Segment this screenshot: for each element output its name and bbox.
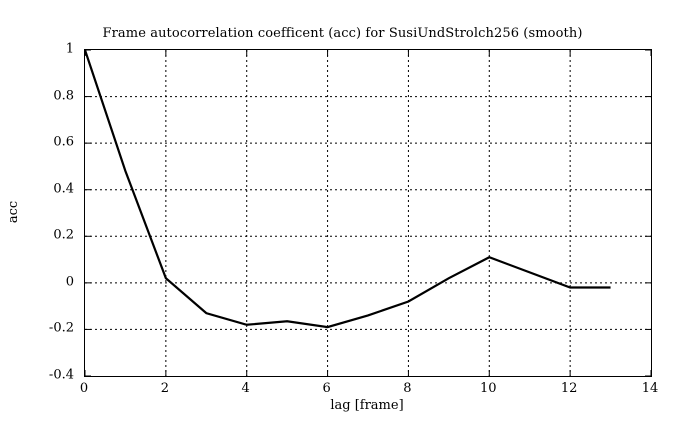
y-axis-label: acc bbox=[6, 200, 21, 224]
vertical-gridlines bbox=[165, 50, 571, 376]
horizontal-gridlines bbox=[85, 96, 651, 330]
y-tick-label: 1 bbox=[65, 41, 74, 57]
x-tick-label: 10 bbox=[480, 381, 497, 396]
x-tick-label: 6 bbox=[322, 381, 331, 396]
plot-area bbox=[84, 49, 652, 377]
x-axis-label: lag [frame] bbox=[330, 398, 404, 413]
y-tick-label: 0.8 bbox=[53, 88, 74, 104]
plot-canvas bbox=[85, 50, 651, 376]
y-tick-label: -0.4 bbox=[48, 367, 74, 383]
x-tick-label: 8 bbox=[403, 381, 412, 396]
x-tick-label: 4 bbox=[241, 381, 250, 396]
y-tick-label: -0.2 bbox=[48, 320, 74, 336]
x-tick-label: 2 bbox=[160, 381, 170, 396]
x-tick-label: 12 bbox=[560, 381, 578, 396]
chart-title: Frame autocorrelation coefficent (acc) f… bbox=[102, 26, 583, 41]
y-tick-label: 0 bbox=[65, 274, 74, 290]
y-tick-label: 0.2 bbox=[53, 227, 74, 243]
x-tick-label: 14 bbox=[641, 381, 659, 396]
acc-data-line bbox=[85, 50, 611, 329]
x-tick-label: 0 bbox=[79, 381, 89, 396]
axis-ticks bbox=[85, 50, 651, 376]
y-tick-label: 0.4 bbox=[53, 181, 74, 197]
y-tick-label: 0.6 bbox=[53, 134, 74, 150]
